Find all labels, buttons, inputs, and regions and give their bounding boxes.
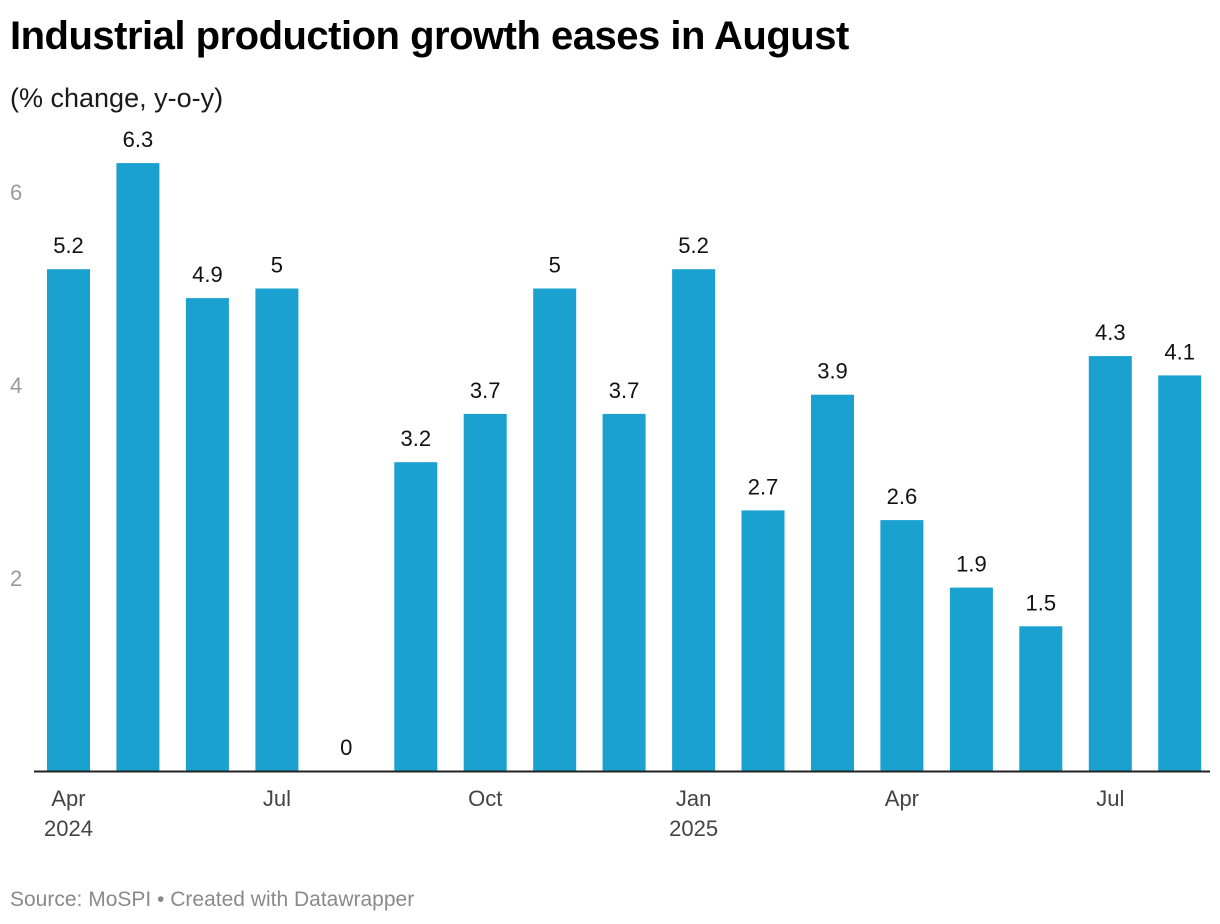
bar-value-label: 5 xyxy=(271,253,283,278)
bar xyxy=(880,520,924,771)
bar xyxy=(1158,375,1202,771)
y-tick-label: 6 xyxy=(10,180,22,205)
bar-value-label: 1.5 xyxy=(1026,590,1057,615)
bar xyxy=(741,510,785,771)
bar xyxy=(602,413,646,771)
bar xyxy=(116,163,160,772)
bar-value-label: 3.7 xyxy=(470,378,501,403)
bar xyxy=(533,288,577,771)
chart-subtitle: (% change, y-o-y) xyxy=(10,83,224,113)
y-axis: 2 4 6 xyxy=(10,180,22,591)
bar-value-label: 2.6 xyxy=(887,484,918,509)
footer-credits: Source: MoSPI • Created with Datawrapper xyxy=(10,888,415,911)
bar xyxy=(811,394,854,771)
bar-value-label: 5.2 xyxy=(53,233,84,258)
x-tick-label: 2025 xyxy=(669,816,718,841)
bar-value-label: 3.9 xyxy=(817,359,848,384)
y-tick-label: 4 xyxy=(10,373,22,398)
bar-value-label: 4.3 xyxy=(1095,320,1126,345)
bar xyxy=(1019,626,1063,772)
bar-value-label: 5.2 xyxy=(678,233,709,258)
bar xyxy=(672,269,716,771)
bar-value-label: 4.9 xyxy=(192,262,223,287)
bar-value-label: 5 xyxy=(549,253,561,278)
x-tick-label: Oct xyxy=(468,786,502,811)
bar-value-label: 0 xyxy=(340,735,352,760)
bar xyxy=(47,269,90,771)
bar xyxy=(394,462,438,771)
bar-value-label: 6.3 xyxy=(123,127,154,152)
value-labels: 5.2 6.3 4.9 5 0 3.2 3.7 5 3.7 5.2 2.7 3.9 2.6 1.9 1.5 4… xyxy=(53,127,1195,760)
bar xyxy=(1088,356,1132,771)
x-tick-label: Jul xyxy=(1096,786,1124,811)
bar xyxy=(255,288,299,771)
bars xyxy=(47,163,1202,772)
bar xyxy=(949,587,993,771)
bar xyxy=(185,298,229,771)
bar-value-label: 2.7 xyxy=(748,474,779,499)
bar xyxy=(463,413,507,771)
x-tick-label: Apr xyxy=(51,786,85,811)
bar-value-label: 1.9 xyxy=(956,552,987,577)
x-axis: Apr 2024 Jul Oct Jan 2025 Apr Jul xyxy=(44,786,1124,841)
bar-value-label: 3.2 xyxy=(401,426,432,451)
bar-value-label: 3.7 xyxy=(609,378,640,403)
y-tick-label: 2 xyxy=(10,566,22,591)
chart-title: Industrial production growth eases in Au… xyxy=(10,14,849,58)
x-tick-label: Jul xyxy=(263,786,291,811)
x-tick-label: 2024 xyxy=(44,816,93,841)
bar-value-label: 4.1 xyxy=(1164,339,1195,364)
x-tick-label: Apr xyxy=(885,786,919,811)
x-tick-label: Jan xyxy=(676,786,711,811)
